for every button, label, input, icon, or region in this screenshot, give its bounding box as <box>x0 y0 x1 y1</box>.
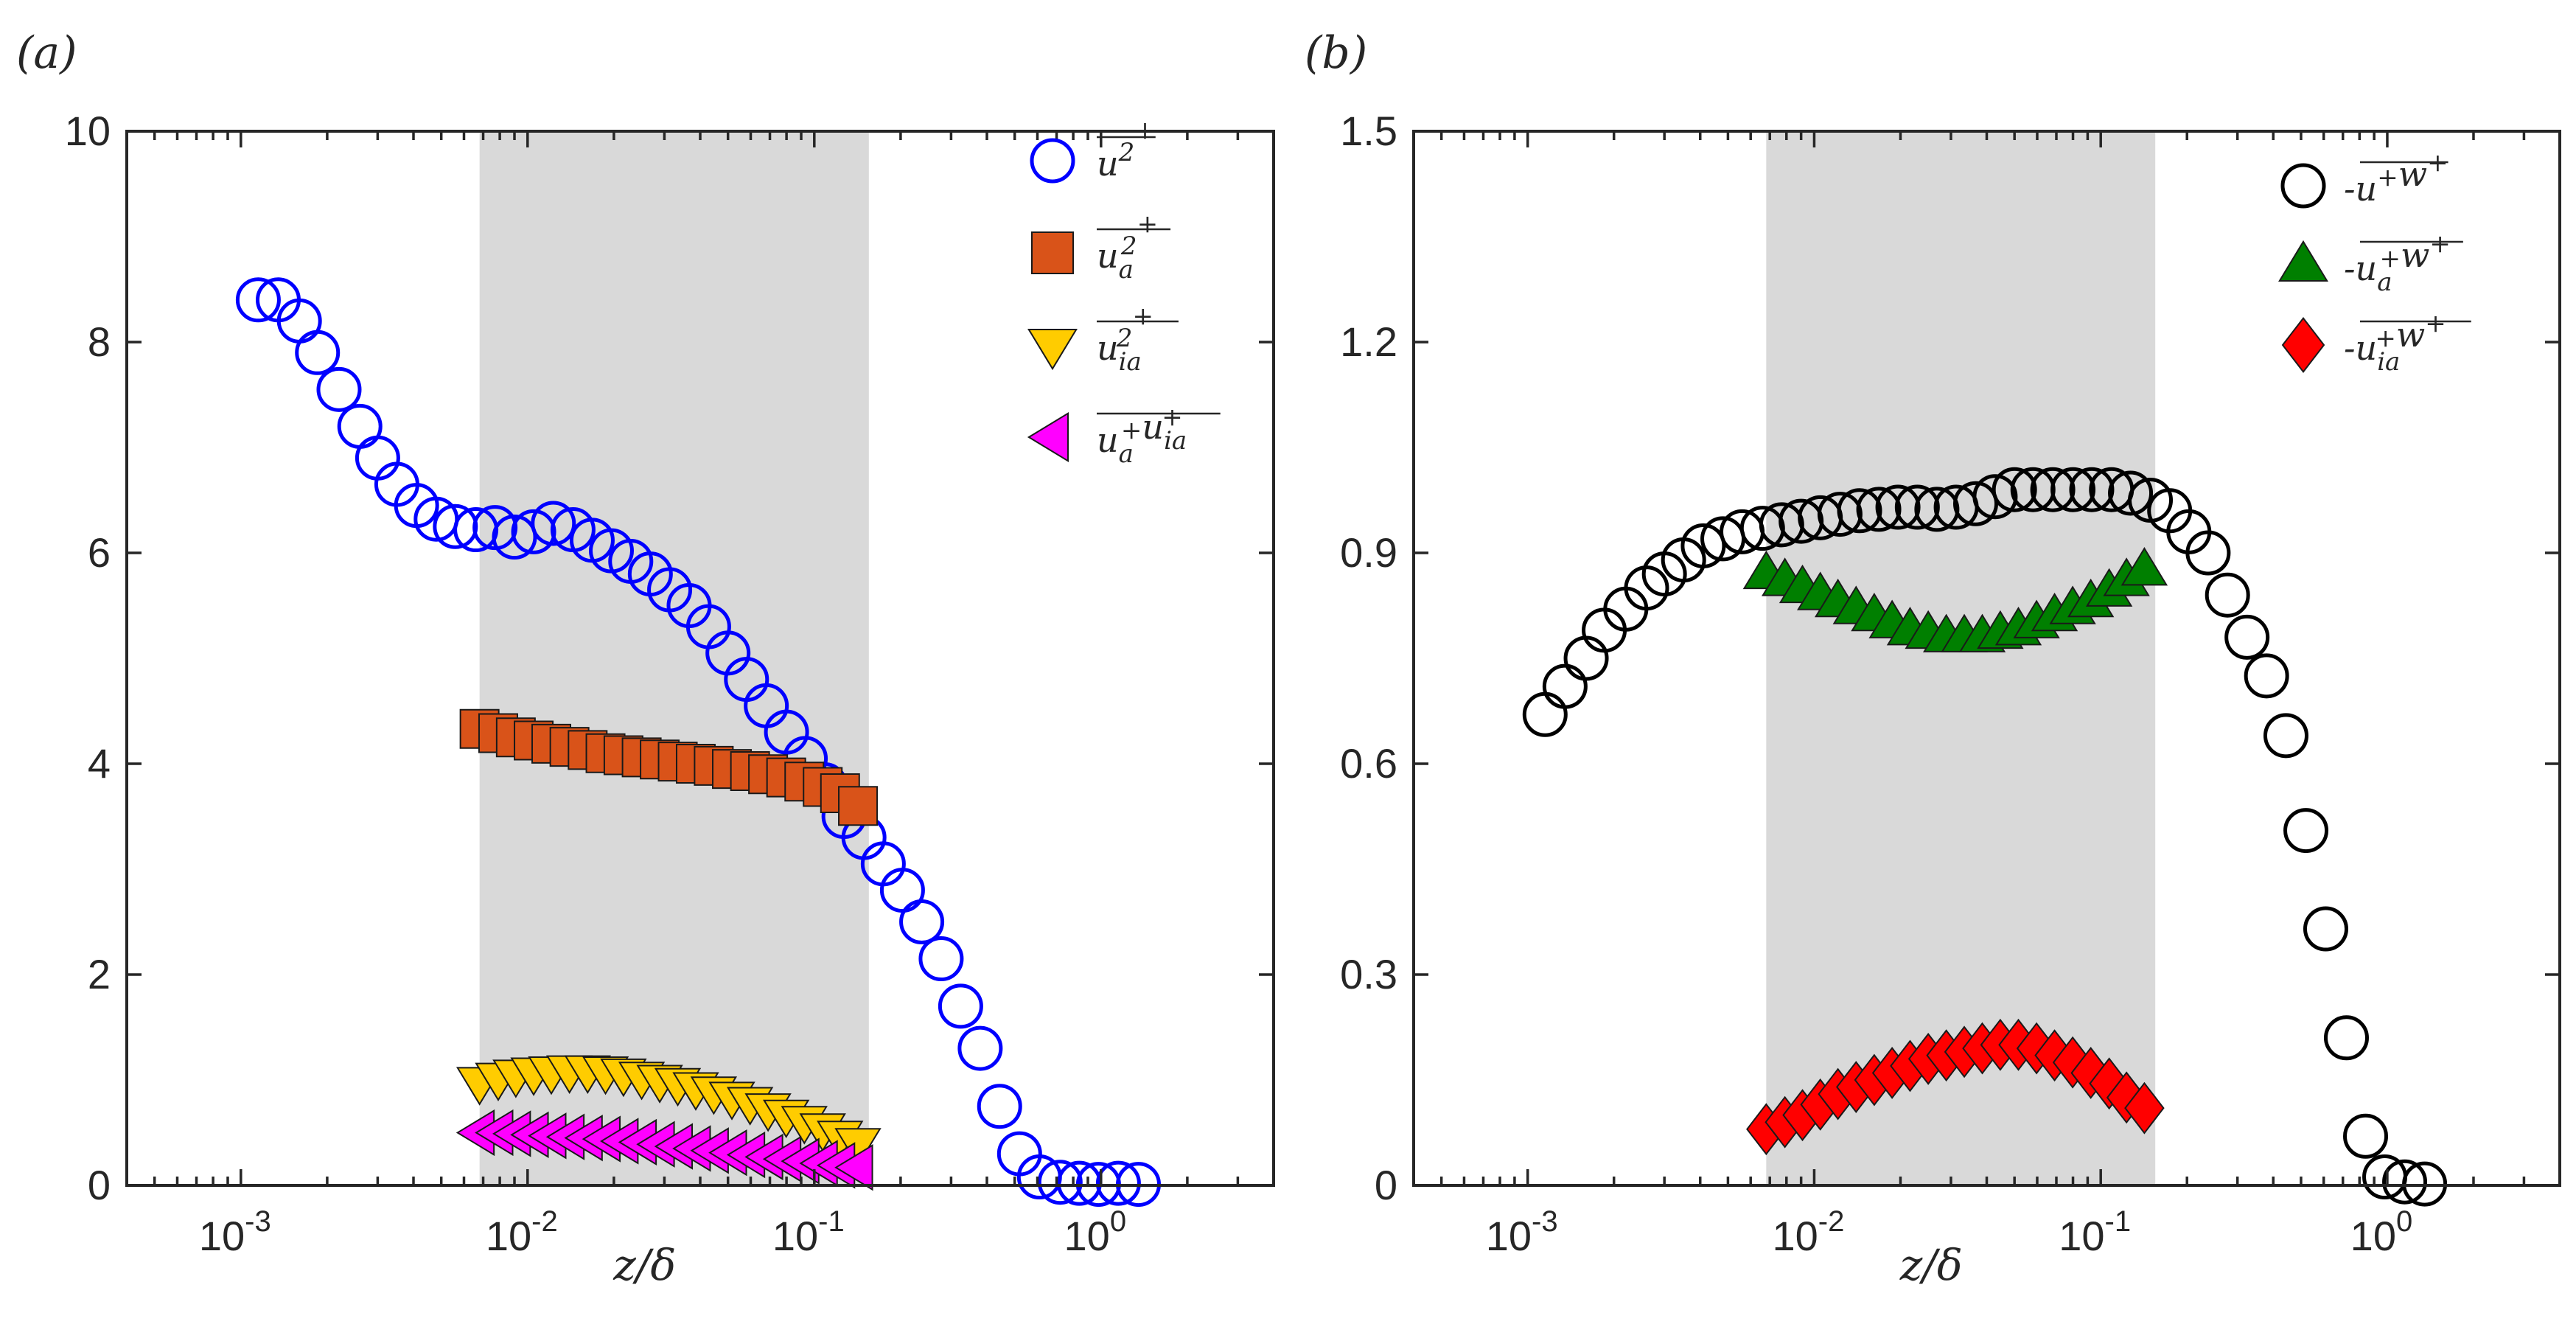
data-point <box>957 1025 1003 1071</box>
legend-marker <box>2278 240 2328 282</box>
legend-label-0: u2+ <box>1097 116 1156 184</box>
data-point <box>2124 1081 2165 1135</box>
data-point <box>2185 530 2231 576</box>
panel-label: (a) <box>16 27 77 79</box>
data-point <box>938 983 983 1029</box>
legend-label-1: ua2+ <box>1097 209 1158 285</box>
x-tick-label: 10-1 <box>2059 1205 2131 1259</box>
data-point <box>1542 663 1588 709</box>
data-point <box>2263 713 2308 759</box>
data-point <box>899 899 945 944</box>
y-tick-label: 1.5 <box>1340 108 1397 154</box>
x-tick-label: 10-1 <box>772 1205 845 1259</box>
data-point <box>295 330 341 375</box>
data-point <box>531 501 576 546</box>
data-point <box>2070 1047 2111 1099</box>
data-point <box>918 936 964 982</box>
data-point <box>977 1084 1022 1129</box>
series-0 <box>1522 467 2448 1207</box>
x-axis-label: z/δ <box>612 1240 676 1290</box>
data-point <box>492 515 537 560</box>
y-tick-label: 4 <box>88 740 111 787</box>
legend-label-2: -uia+w+ <box>2344 309 2446 377</box>
series-1 <box>1742 547 2168 652</box>
data-point <box>235 277 281 323</box>
y-tick-label: 0.3 <box>1340 951 1397 997</box>
x-axis-label: z/δ <box>1899 1240 1963 1290</box>
data-point <box>2089 1057 2129 1110</box>
data-point <box>337 403 383 449</box>
data-point <box>316 366 362 412</box>
data-point <box>355 435 400 481</box>
series-1 <box>459 708 879 826</box>
data-point <box>2121 547 2168 586</box>
data-point <box>838 786 879 826</box>
data-point <box>1522 691 1568 737</box>
data-point <box>2323 1015 2369 1061</box>
data-point <box>1037 1160 1083 1205</box>
data-point <box>2030 467 2076 512</box>
legend-marker <box>2280 163 2326 209</box>
series-2 <box>1746 1018 2165 1156</box>
y-tick-label: 0 <box>88 1162 111 1208</box>
series-2 <box>455 1055 882 1167</box>
y-tick-label: 2 <box>88 951 111 997</box>
data-point <box>1680 523 1726 568</box>
data-point <box>1095 1160 1141 1206</box>
legend-marker <box>2281 316 2325 374</box>
data-point <box>1894 484 1940 530</box>
y-tick-label: 0 <box>1375 1162 1397 1208</box>
data-point <box>2343 1113 2389 1159</box>
data-point <box>1563 635 1609 681</box>
data-point <box>879 868 925 913</box>
legend-marker <box>1027 329 1078 371</box>
data-point <box>2283 808 2329 854</box>
data-point <box>1837 488 1882 534</box>
data-point <box>2108 470 2154 516</box>
data-point <box>2205 572 2250 618</box>
series-3 <box>455 1109 873 1191</box>
panel-b: 0 0.3 0.6 0.9 1.2 1.5 10-3 10-2 10-1 100 z/δ (b) -u+… <box>1305 27 2561 1290</box>
shaded-region <box>1766 131 2156 1185</box>
y-tick-label: 10 <box>65 108 111 154</box>
data-point <box>834 1144 873 1191</box>
legend: -u+w+ -ua+w+ -uia+w+ <box>2278 148 2471 377</box>
x-tick-label: 10-3 <box>1486 1205 1558 1259</box>
x-tick-label: 10-3 <box>199 1205 271 1259</box>
data-point <box>2303 906 2348 952</box>
legend-label-1: -ua+w+ <box>2344 229 2451 297</box>
y-tick-label: 0.9 <box>1340 529 1397 576</box>
data-point <box>2244 653 2289 699</box>
panel-label: (b) <box>1305 27 1367 79</box>
data-point <box>2382 1159 2428 1205</box>
data-point <box>1972 474 2018 520</box>
x-tick-label: 10-2 <box>1773 1205 1845 1259</box>
legend-label-0: -u+w+ <box>2344 148 2448 209</box>
y-tick-label: 1.2 <box>1340 318 1397 365</box>
data-point <box>1817 492 1863 537</box>
data-point <box>1875 484 1921 530</box>
y-tick-label: 8 <box>88 318 111 365</box>
shaded-region <box>479 131 869 1185</box>
legend-marker <box>1031 231 1074 274</box>
legend-label-2: uia2+ <box>1097 302 1153 377</box>
x-tick-label: 10-2 <box>486 1205 558 1259</box>
x-tick-label: 100 <box>2350 1205 2413 1259</box>
data-point <box>2069 467 2115 512</box>
data-point <box>1856 487 1902 532</box>
legend-marker <box>1030 138 1075 184</box>
data-point <box>1992 467 2037 512</box>
legend-label-3: ua+uia+ <box>1097 403 1187 469</box>
y-tick-label: 0.6 <box>1340 740 1397 787</box>
data-point <box>2050 467 2096 512</box>
data-point <box>2224 614 2270 660</box>
x-tick-label: 100 <box>1064 1205 1127 1259</box>
data-point <box>1953 481 1999 526</box>
panel-a: 0 2 4 6 8 10 10-3 10-2 10-1 100 z/δ (a) u2+ ua2+ uia2+… <box>16 27 1275 1290</box>
y-tick-label: 6 <box>88 529 111 576</box>
legend-marker <box>1027 412 1069 462</box>
legend: u2+ ua2+ uia2+ ua+uia+ <box>1027 116 1221 469</box>
